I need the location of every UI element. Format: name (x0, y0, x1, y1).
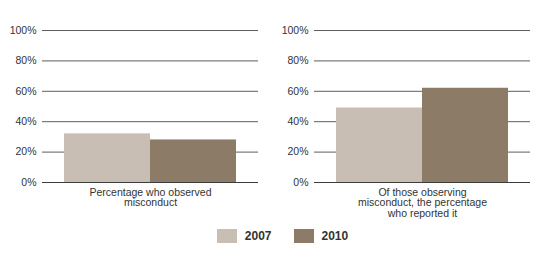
svg-text:80%: 80% (287, 54, 308, 66)
svg-text:20%: 20% (287, 145, 308, 157)
html-text:2010: 2010 (321, 229, 349, 243)
svg-text:0%: 0% (21, 176, 36, 188)
svg-text:0%: 0% (293, 176, 308, 188)
html-text:2007: 2007 (244, 229, 272, 243)
svg-text:100%: 100% (10, 24, 37, 36)
svg-text:40%: 40% (287, 115, 308, 127)
svg-text:60%: 60% (287, 85, 308, 97)
svg-text:Percentage who observedmiscond: Percentage who observedmisconduct (90, 186, 212, 209)
svg-text:40%: 40% (15, 115, 36, 127)
svg-text:20%: 20% (15, 145, 36, 157)
svg-text:Of those observingmisconduct,: Of those observingmisconduct, the percen… (358, 186, 487, 219)
svg-text:80%: 80% (15, 54, 36, 66)
svg-text:100%: 100% (282, 24, 309, 36)
svg-text:60%: 60% (15, 85, 36, 97)
